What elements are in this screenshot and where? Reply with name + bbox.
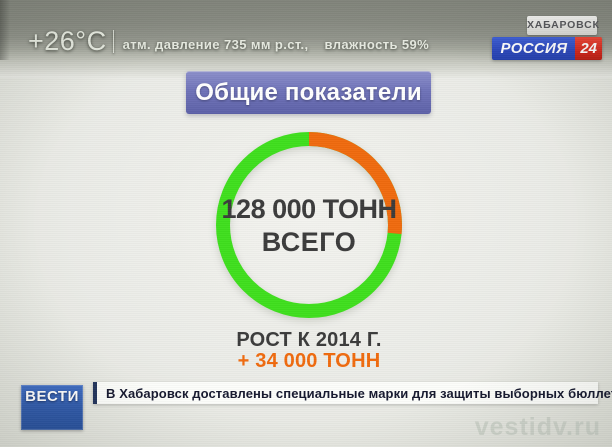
donut-growth-arc	[216, 132, 402, 318]
growth-value-label: + 34 000 ТОНН	[237, 350, 381, 372]
donut-chart-svg	[216, 132, 402, 318]
chart-caption: РОСТ К 2014 Г. + 34 000 ТОНН	[159, 330, 459, 371]
total-tons-label: 128 000 ТОНН	[221, 194, 397, 224]
news-ticker: В Хабаровск доставлены специальные марки…	[93, 382, 612, 404]
rossiya-logo-text: РОССИЯ	[492, 37, 576, 60]
channel-branding: ХАБАРОВСК РОССИЯ 24	[492, 16, 602, 60]
weather-row: +26°C атм. давление 735 мм р.ст., влажно…	[28, 26, 429, 57]
weather-divider	[112, 30, 114, 53]
vesti-logo: ВЕСТИ	[21, 385, 83, 430]
total-word-label: ВСЕГО	[261, 227, 357, 257]
channel-24-badge: 24	[575, 37, 602, 60]
watermark: vestidv.ru	[474, 413, 601, 441]
rossiya24-logo: РОССИЯ 24	[492, 37, 602, 60]
donut-center-label: 128 000 ТОНН ВСЕГО	[216, 132, 402, 318]
temperature-label: +26°C	[28, 26, 107, 56]
region-badge: ХАБАРОВСК	[527, 16, 599, 35]
donut-chart: 128 000 ТОНН ВСЕГО	[216, 132, 402, 318]
growth-caption: РОСТ К 2014 Г.	[236, 329, 382, 351]
title-banner: Общие показатели	[186, 71, 431, 114]
pressure-label: атм. давление 735 мм р.ст.,	[122, 37, 309, 52]
humidity-label: влажность 59%	[324, 37, 430, 52]
ticker-headline: В Хабаровск доставлены специальные марки…	[106, 385, 612, 401]
